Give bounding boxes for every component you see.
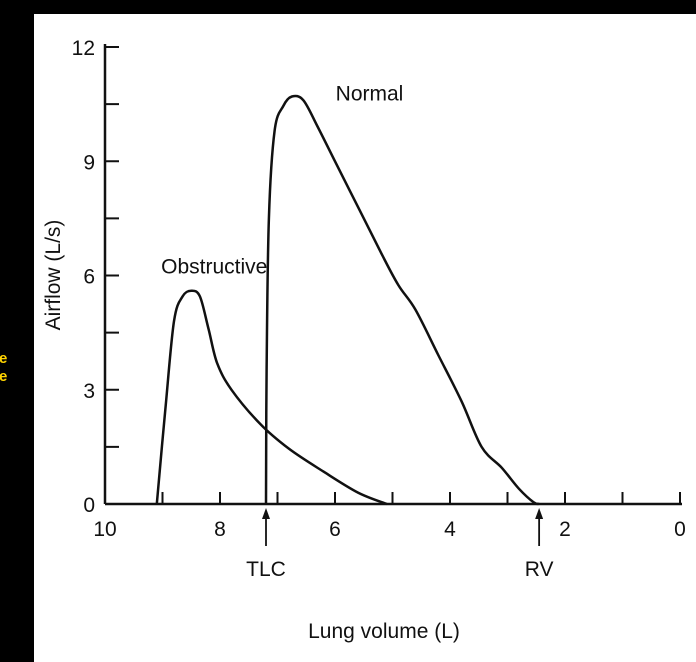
obstructive-label: Obstructive [161, 256, 267, 279]
chart-background [34, 14, 696, 662]
x-tick-label: 2 [559, 518, 571, 541]
y-tick-label: 12 [72, 37, 95, 60]
tlc-label: TLC [246, 558, 286, 581]
y-axis-title: Airflow (L/s) [42, 220, 65, 331]
x-tick-label: 4 [444, 518, 456, 541]
rv-arrow-head [535, 508, 544, 519]
x-tick-label: 0 [674, 518, 686, 541]
y-tick-label: 0 [83, 494, 95, 517]
x-tick-label: 10 [93, 518, 116, 541]
series-normal-line [264, 94, 540, 506]
annotation-layer: Normal Obstructive TLC RV [161, 82, 553, 581]
series-obstructive-line [155, 289, 388, 506]
axes: 0 3 6 9 12 10 8 6 4 2 0 [72, 37, 686, 541]
x-tick-label: 6 [329, 518, 341, 541]
x-axis-title: Lung volume (L) [308, 620, 460, 643]
x-tick-label: 8 [214, 518, 226, 541]
side-text-2: e [0, 368, 7, 385]
series-layer [155, 94, 540, 506]
tlc-arrow-head [262, 508, 270, 519]
side-text-1: e [0, 350, 7, 367]
y-tick-label: 6 [83, 266, 95, 289]
rv-label: RV [525, 558, 554, 581]
normal-label: Normal [336, 82, 404, 105]
y-tick-label: 9 [83, 151, 95, 174]
y-tick-label: 3 [83, 380, 95, 403]
